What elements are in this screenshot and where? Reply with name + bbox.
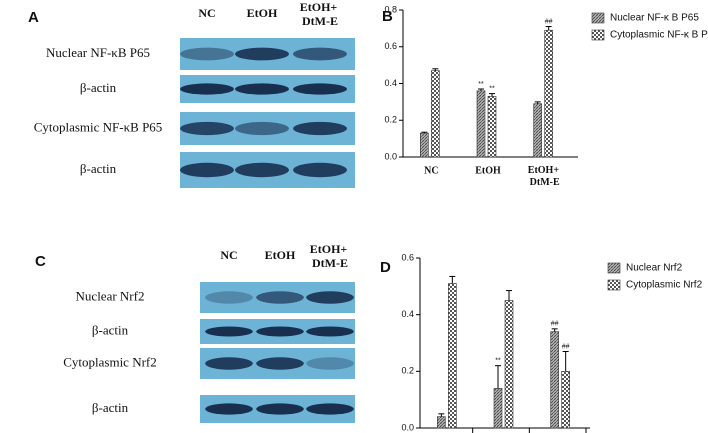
error-bar xyxy=(534,101,541,104)
error-bar xyxy=(421,131,428,134)
row-label: β-actin xyxy=(80,161,117,176)
blot-band xyxy=(293,83,347,95)
y-tick-label: 0.2 xyxy=(384,115,397,125)
blot-band xyxy=(235,47,289,61)
blot-band xyxy=(256,326,304,337)
error-bar xyxy=(506,290,512,301)
row-label: Cytoplasmic Nrf2 xyxy=(63,354,157,369)
error-bar xyxy=(478,88,484,91)
blot-band xyxy=(180,47,234,61)
y-tick-label: 0.8 xyxy=(384,4,397,14)
blot-band xyxy=(256,357,304,370)
blot-band xyxy=(205,326,253,337)
blot-band xyxy=(205,291,253,304)
legend-label: Nuclear Nrf2 xyxy=(626,263,683,274)
legend-label: Cytoplasmic Nrf2 xyxy=(626,280,703,291)
legend-swatch xyxy=(607,279,621,291)
blot-band xyxy=(180,162,234,178)
y-tick-label: 0.4 xyxy=(384,78,397,88)
significance-mark: ## xyxy=(562,343,570,350)
bar xyxy=(420,132,429,158)
legend-swatch xyxy=(607,262,621,274)
bar xyxy=(431,70,440,158)
panel-letter: D xyxy=(380,259,391,276)
error-bar xyxy=(562,351,569,372)
blot-band xyxy=(293,47,347,61)
row-label: Nuclear NF-κB P65 xyxy=(46,45,150,60)
legend-label: Cytoplasmic NF-κ B P65 xyxy=(610,30,708,41)
blot-band xyxy=(256,291,304,304)
error-bar xyxy=(489,93,495,97)
row-label: β-actin xyxy=(92,400,129,415)
y-tick-label: 0.0 xyxy=(384,151,397,161)
x-tick-label: EtOH xyxy=(475,165,501,176)
blot-band xyxy=(180,121,234,136)
legend-label: Nuclear NF-κ B P65 xyxy=(610,13,699,24)
blot-band xyxy=(235,121,289,136)
blot-band xyxy=(235,162,289,178)
row-label: β-actin xyxy=(92,322,129,337)
bar xyxy=(533,103,542,158)
blot-band xyxy=(205,357,253,370)
blot-band xyxy=(293,121,347,136)
y-tick-label: 0.4 xyxy=(401,309,414,319)
significance-mark: ** xyxy=(489,85,495,92)
blot-band xyxy=(306,291,354,304)
blot-band xyxy=(256,403,304,415)
significance-mark: ** xyxy=(495,358,501,365)
y-tick-label: 0.6 xyxy=(384,41,397,51)
y-tick-label: 0.6 xyxy=(401,252,414,262)
lane-label: EtOH+ DtM-E xyxy=(300,0,341,28)
y-tick-label: 0.2 xyxy=(401,366,414,376)
y-tick-label: 0.0 xyxy=(401,422,414,432)
error-bar xyxy=(449,275,456,284)
bar xyxy=(493,388,503,429)
error-bar xyxy=(495,365,501,389)
row-label: β-actin xyxy=(80,80,117,95)
bar xyxy=(448,283,457,429)
panel-letter: B xyxy=(382,8,393,25)
error-bar xyxy=(545,26,552,31)
lane-label: NC xyxy=(220,248,237,262)
error-bar xyxy=(551,328,558,332)
legend-swatch xyxy=(591,29,605,41)
blot-band xyxy=(293,162,347,178)
bar xyxy=(550,331,559,429)
blot-band xyxy=(180,83,234,95)
bar xyxy=(476,90,486,158)
blot-band xyxy=(205,403,253,415)
panel-letter: C xyxy=(35,253,46,270)
panel-letter: A xyxy=(28,9,39,26)
blot-band xyxy=(306,357,354,370)
lane-label: EtOH xyxy=(265,248,296,262)
x-tick-label: EtOH+ DtM-E xyxy=(528,165,562,188)
lane-label: EtOH+ DtM-E xyxy=(310,242,351,270)
bar xyxy=(437,416,446,429)
x-tick-label: NC xyxy=(424,165,438,176)
lane-label: EtOH xyxy=(247,6,278,20)
lane-label: NC xyxy=(198,6,215,20)
legend-swatch xyxy=(591,12,605,24)
significance-mark: ## xyxy=(551,321,559,328)
bar xyxy=(504,300,514,429)
bar xyxy=(544,29,553,158)
bar xyxy=(561,371,570,429)
blot-band xyxy=(306,403,354,415)
significance-mark: ** xyxy=(478,81,484,88)
significance-mark: ## xyxy=(545,18,553,25)
error-bar xyxy=(432,68,439,71)
blot-band xyxy=(306,326,354,337)
row-label: Nuclear Nrf2 xyxy=(76,288,145,303)
error-bar xyxy=(438,413,445,417)
row-label: Cytoplasmic NF-κB P65 xyxy=(34,119,163,134)
blot-band xyxy=(235,83,289,95)
bar xyxy=(487,96,497,158)
